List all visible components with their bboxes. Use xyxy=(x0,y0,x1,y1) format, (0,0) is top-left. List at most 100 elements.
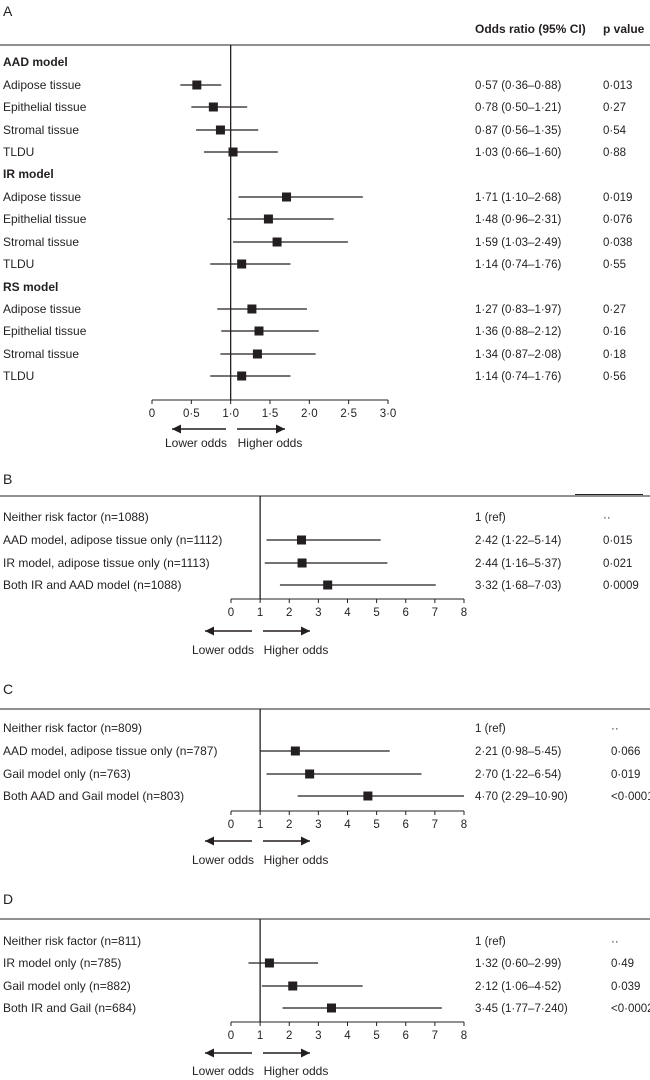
point-estimate-square xyxy=(363,791,373,801)
odds-ratio-value: 1·14 (0·74–1·76) xyxy=(475,259,561,271)
row-label: TLDU xyxy=(3,257,34,271)
p-value: 0·27 xyxy=(603,304,626,316)
row-label: AAD model, adipose tissue only (n=1112) xyxy=(3,533,222,547)
p-value: 0·038 xyxy=(603,237,632,249)
x-tick-label: 1 xyxy=(257,819,263,831)
group-heading: RS model xyxy=(3,280,58,294)
x-tick-label: 2 xyxy=(286,607,292,619)
row-label: Adipose tissue xyxy=(3,78,81,92)
x-tick-label: 2·5 xyxy=(340,408,357,420)
p-value: <0·0002 xyxy=(611,1003,650,1015)
x-tick-label: 3 xyxy=(315,1030,321,1042)
x-tick-label: 0 xyxy=(228,1030,234,1042)
x-tick-label: 1 xyxy=(257,1030,263,1042)
p-value: 0·27 xyxy=(603,102,626,114)
row-label: TLDU xyxy=(3,369,34,383)
row-label: TLDU xyxy=(3,145,34,159)
header-p-value: p value xyxy=(603,22,645,36)
x-tick-label: 4 xyxy=(344,1030,351,1042)
panel-letter-a: A xyxy=(3,3,13,19)
row-label: AAD model, adipose tissue only (n=787) xyxy=(3,744,217,758)
x-tick-label: 4 xyxy=(344,607,351,619)
x-tick-label: 6 xyxy=(403,819,409,831)
row-label: Neither risk factor (n=1088) xyxy=(3,510,149,524)
point-estimate-square xyxy=(192,80,202,90)
x-tick-label: 7 xyxy=(432,1030,438,1042)
p-value: 0·013 xyxy=(603,80,632,92)
x-tick-label: 2 xyxy=(286,819,292,831)
p-value: 0·039 xyxy=(611,981,640,993)
point-estimate-square xyxy=(282,192,292,202)
point-estimate-square xyxy=(228,147,238,157)
row-label: Epithelial tissue xyxy=(3,324,87,338)
p-value: 0·16 xyxy=(603,326,626,338)
odds-ratio-value: 1·71 (1·10–2·68) xyxy=(475,192,561,204)
p-value: <0·0001 xyxy=(611,791,650,803)
x-tick-label: 0 xyxy=(149,408,155,420)
higher-odds-arrow-head xyxy=(276,424,285,434)
odds-ratio-value: 3·45 (1·77–7·240) xyxy=(475,1003,568,1015)
odds-ratio-value: 2·12 (1·06–4·52) xyxy=(475,981,561,993)
panel-letter-d: D xyxy=(3,891,13,907)
odds-ratio-value: 1·48 (0·96–2·31) xyxy=(475,214,561,226)
row-label: Both IR and AAD model (n=1088) xyxy=(3,578,181,592)
x-tick-label: 3 xyxy=(315,819,321,831)
odds-ratio-value: 2·21 (0·98–5·45) xyxy=(475,746,561,758)
point-estimate-square xyxy=(254,326,264,336)
p-value: 0·066 xyxy=(611,746,640,758)
odds-ratio-value: 1·34 (0·87–2·08) xyxy=(475,349,561,361)
x-tick-label: 5 xyxy=(373,819,379,831)
row-label: IR model only (n=785) xyxy=(3,956,121,970)
odds-ratio-value: 1 (ref) xyxy=(475,723,506,735)
p-value: 0·019 xyxy=(603,192,632,204)
row-label: Epithelial tissue xyxy=(3,212,87,226)
odds-ratio-value: 0·87 (0·56–1·35) xyxy=(475,125,561,137)
point-estimate-square xyxy=(264,958,274,968)
x-tick-label: 3·0 xyxy=(380,408,397,420)
panel-letter-b: B xyxy=(3,471,12,487)
p-value: ·· xyxy=(611,936,619,948)
higher-odds-label: Higher odds xyxy=(264,1064,329,1078)
p-value: 0·015 xyxy=(603,535,632,547)
row-label: Epithelial tissue xyxy=(3,100,87,114)
p-value: 0·54 xyxy=(603,125,627,137)
odds-ratio-value: 3·32 (1·68–7·03) xyxy=(475,580,561,592)
p-value: ·· xyxy=(611,723,619,735)
header-odds-ratio: Odds ratio (95% CI) xyxy=(475,22,586,36)
odds-ratio-value: 2·42 (1·22–5·14) xyxy=(475,535,561,547)
point-estimate-square xyxy=(297,558,307,568)
odds-ratio-value: 4·70 (2·29–10·90) xyxy=(475,791,568,803)
point-estimate-square xyxy=(247,304,257,314)
point-estimate-square xyxy=(290,746,300,756)
odds-ratio-value: 1·59 (1·03–2·49) xyxy=(475,237,561,249)
row-label: Stromal tissue xyxy=(3,123,79,137)
x-tick-label: 3 xyxy=(315,607,321,619)
higher-odds-arrow-head xyxy=(301,1048,310,1058)
odds-ratio-value: 1 (ref) xyxy=(475,936,506,948)
odds-ratio-value: 1·36 (0·88–2·12) xyxy=(475,326,561,338)
panel-letter-c: C xyxy=(3,681,13,697)
p-value: 0·021 xyxy=(603,558,632,570)
row-label: Both IR and Gail (n=684) xyxy=(3,1001,136,1015)
higher-odds-label: Higher odds xyxy=(264,643,329,657)
point-estimate-square xyxy=(323,580,333,590)
point-estimate-square xyxy=(237,259,247,269)
higher-odds-label: Higher odds xyxy=(264,853,329,867)
x-tick-label: 0 xyxy=(228,819,234,831)
x-tick-label: 7 xyxy=(432,819,438,831)
point-estimate-square xyxy=(215,125,225,135)
lower-odds-arrow-head xyxy=(172,424,181,434)
x-tick-label: 5 xyxy=(373,1030,379,1042)
x-tick-label: 7 xyxy=(432,607,438,619)
lower-odds-label: Lower odds xyxy=(165,436,227,450)
higher-odds-arrow-head xyxy=(301,626,310,636)
odds-ratio-value: 1·32 (0·60–2·99) xyxy=(475,958,561,970)
lower-odds-arrow-head xyxy=(205,1048,214,1058)
row-label: Adipose tissue xyxy=(3,302,81,316)
point-estimate-square xyxy=(208,102,218,112)
p-value: 0·0009 xyxy=(603,580,639,592)
row-label: Neither risk factor (n=809) xyxy=(3,721,142,735)
row-label: Stromal tissue xyxy=(3,235,79,249)
lower-odds-arrow-head xyxy=(205,836,214,846)
